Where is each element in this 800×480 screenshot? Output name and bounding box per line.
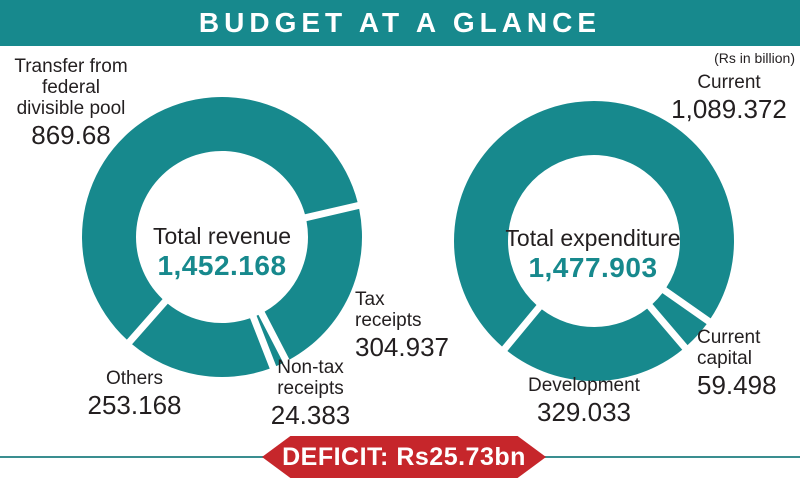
donut-segment-current <box>454 100 735 347</box>
expenditure-donut <box>454 100 735 382</box>
segment-label: Non-tax receipts <box>277 357 344 399</box>
label-transfer-federal-pool: Transfer from federal divisible pool 869… <box>0 56 142 150</box>
label-non-tax-receipts: Non-tax receipts 24.383 <box>243 357 378 430</box>
segment-label: Current <box>697 72 761 93</box>
title-banner: BUDGET AT A GLANCE <box>0 0 800 46</box>
revenue-total: 1,452.168 <box>157 250 287 281</box>
donut-segment-tax-receipts <box>264 208 363 360</box>
segment-label: Transfer from federal divisible pool <box>14 56 128 119</box>
label-development: Development 329.033 <box>509 375 659 427</box>
segment-label: Current capital <box>697 327 761 369</box>
segment-value: 329.033 <box>537 396 631 427</box>
label-current-capital: Current capital 59.498 <box>697 327 800 400</box>
label-current: Current 1,089.372 <box>655 72 800 124</box>
deficit-ribbon: DEFICIT: Rs25.73bn <box>262 436 546 478</box>
page-title: BUDGET AT A GLANCE <box>198 7 602 38</box>
segment-value: 869.68 <box>31 119 111 150</box>
segment-value: 1,089.372 <box>671 93 787 124</box>
expenditure-center-label: Total expenditure 1,477.903 <box>493 225 693 284</box>
revenue-donut <box>81 96 363 378</box>
segment-label: Development <box>528 375 640 396</box>
deficit-label: DEFICIT: Rs25.73bn <box>282 443 526 471</box>
segment-label: Tax receipts <box>355 289 422 331</box>
donut-segment-others <box>132 303 270 378</box>
segment-value: 304.937 <box>355 331 449 362</box>
label-others: Others 253.168 <box>62 368 207 420</box>
segment-label: Others <box>105 368 164 389</box>
donut-segment-non-tax-receipts <box>256 314 284 367</box>
revenue-title: Total revenue <box>152 223 292 249</box>
donut-segment-current-capital <box>652 293 707 346</box>
expenditure-title: Total expenditure <box>505 225 681 251</box>
segment-value: 253.168 <box>87 389 182 420</box>
donut-segment-transfer-from-federal-divisible-pool <box>81 96 358 340</box>
label-tax-receipts: Tax receipts 304.937 <box>355 289 475 362</box>
expenditure-total: 1,477.903 <box>528 252 658 283</box>
segment-value: 24.383 <box>270 399 351 430</box>
revenue-center-label: Total revenue 1,452.168 <box>122 223 322 282</box>
units-note: (Rs in billion) <box>714 50 795 66</box>
donut-segment-development <box>507 308 683 382</box>
segment-value: 59.498 <box>697 369 777 400</box>
